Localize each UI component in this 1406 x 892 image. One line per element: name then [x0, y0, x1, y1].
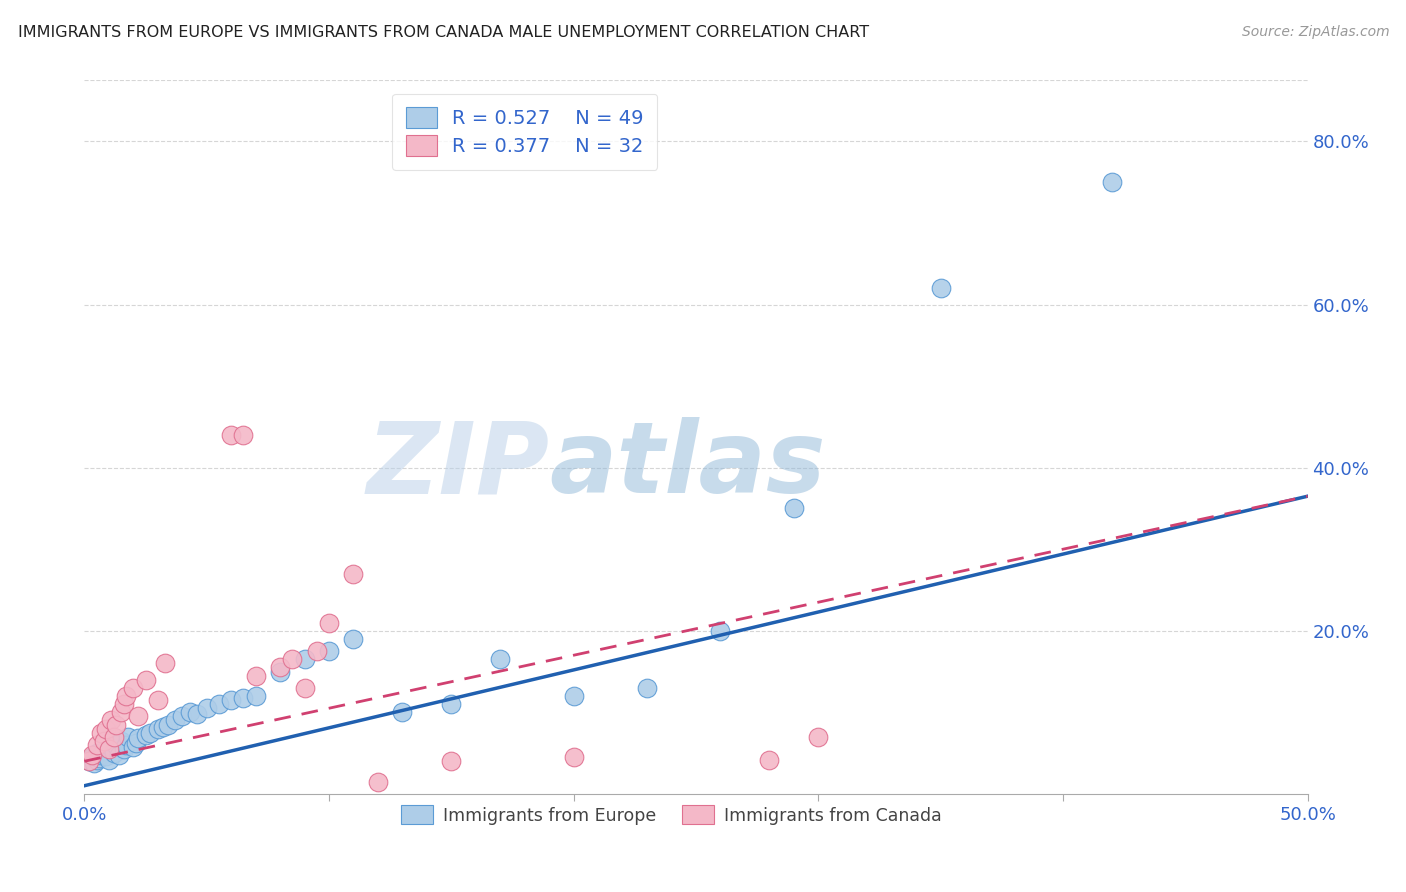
Point	[1101, 175, 1123, 189]
Point	[105, 738, 128, 752]
Point	[97, 742, 120, 756]
Point	[77, 754, 100, 768]
Point	[318, 644, 340, 658]
Point	[391, 706, 413, 720]
Point	[195, 701, 218, 715]
Point	[709, 624, 731, 638]
Point	[90, 725, 112, 739]
Point	[87, 751, 110, 765]
Point	[83, 756, 105, 770]
Point	[127, 709, 149, 723]
Text: Source: ZipAtlas.com: Source: ZipAtlas.com	[1241, 25, 1389, 39]
Point	[135, 728, 157, 742]
Point	[86, 738, 108, 752]
Point	[86, 746, 108, 760]
Point	[783, 501, 806, 516]
Point	[758, 753, 780, 767]
Point	[489, 652, 512, 666]
Text: ZIP: ZIP	[366, 417, 550, 514]
Point	[929, 281, 952, 295]
Point	[96, 749, 118, 764]
Point	[107, 747, 129, 762]
Point	[125, 736, 148, 750]
Point	[294, 652, 316, 666]
Point	[208, 697, 231, 711]
Point	[163, 714, 186, 728]
Point	[562, 689, 585, 703]
Point	[281, 652, 304, 666]
Point	[117, 730, 139, 744]
Text: IMMIGRANTS FROM EUROPE VS IMMIGRANTS FROM CANADA MALE UNEMPLOYMENT CORRELATION C: IMMIGRANTS FROM EUROPE VS IMMIGRANTS FRO…	[18, 25, 869, 40]
Point	[110, 706, 132, 720]
Point	[179, 706, 201, 720]
Point	[122, 681, 145, 695]
Point	[122, 739, 145, 754]
Point	[93, 734, 115, 748]
Point	[172, 709, 194, 723]
Point	[90, 747, 112, 762]
Point	[245, 689, 267, 703]
Point	[367, 774, 389, 789]
Point	[146, 722, 169, 736]
Text: atlas: atlas	[550, 417, 825, 514]
Point	[110, 734, 132, 748]
Point	[112, 742, 135, 756]
Point	[636, 681, 658, 695]
Point	[186, 706, 208, 721]
Point	[146, 693, 169, 707]
Point	[294, 681, 316, 695]
Point	[219, 428, 242, 442]
Point	[103, 746, 125, 760]
Point	[96, 722, 118, 736]
Point	[440, 697, 463, 711]
Point	[100, 739, 122, 754]
Point	[245, 668, 267, 682]
Point	[232, 690, 254, 705]
Point	[562, 750, 585, 764]
Point	[105, 717, 128, 731]
Point	[103, 730, 125, 744]
Point	[93, 744, 115, 758]
Point	[86, 753, 108, 767]
Point	[440, 754, 463, 768]
Point	[80, 747, 103, 762]
Point	[127, 731, 149, 746]
Point	[135, 673, 157, 687]
Point	[80, 750, 103, 764]
Point	[153, 657, 176, 671]
Legend: Immigrants from Europe, Immigrants from Canada: Immigrants from Europe, Immigrants from …	[394, 798, 949, 831]
Point	[97, 742, 120, 756]
Point	[139, 725, 162, 739]
Point	[112, 697, 135, 711]
Point	[269, 660, 291, 674]
Point	[269, 665, 291, 679]
Point	[152, 720, 174, 734]
Point	[318, 615, 340, 630]
Point	[807, 730, 830, 744]
Point	[232, 428, 254, 442]
Point	[97, 753, 120, 767]
Point	[342, 566, 364, 581]
Point	[77, 754, 100, 768]
Point	[100, 714, 122, 728]
Point	[115, 689, 138, 703]
Point	[115, 738, 138, 752]
Point	[342, 632, 364, 646]
Point	[305, 644, 328, 658]
Point	[156, 717, 179, 731]
Point	[219, 693, 242, 707]
